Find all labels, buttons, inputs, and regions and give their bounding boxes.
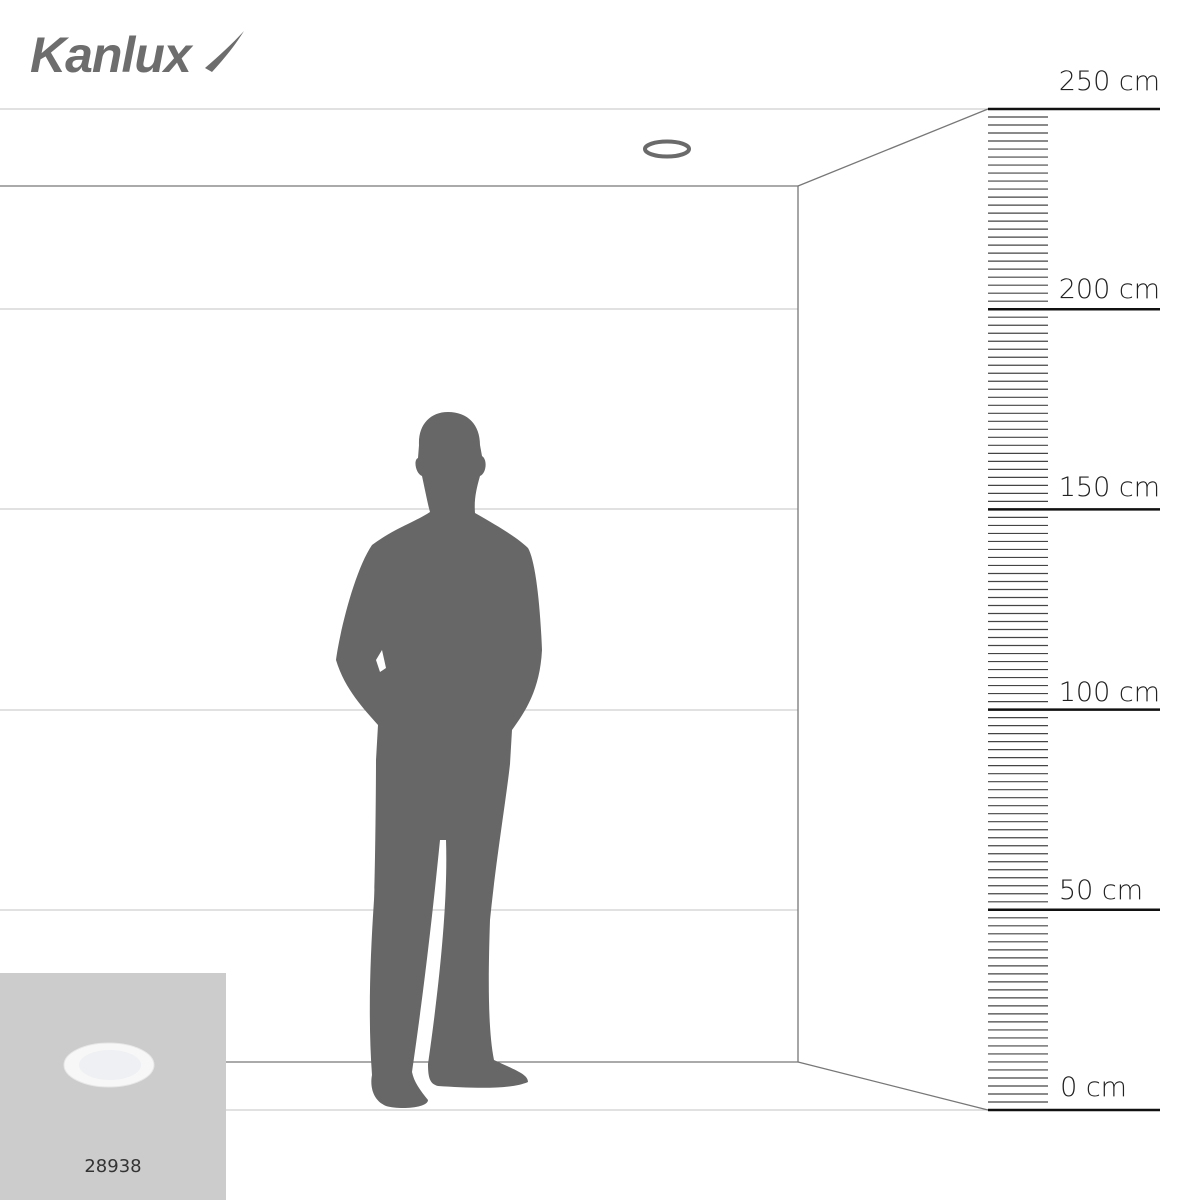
height-ruler (988, 107, 1160, 1112)
product-panel (0, 973, 226, 1200)
scale-label-200: 200 cm (1058, 274, 1160, 305)
scale-label-0: 0 cm (1060, 1072, 1127, 1103)
kanlux-logo: Kanlux (30, 27, 192, 83)
person-silhouette-icon (336, 412, 542, 1108)
scale-label-100: 100 cm (1058, 677, 1160, 708)
scale-label-250: 250 cm (1058, 66, 1160, 97)
product-downlight-icon (63, 1042, 155, 1088)
room-edges (0, 108, 989, 1111)
scale-label-50: 50 cm (1058, 875, 1143, 906)
product-code: 28938 (84, 1156, 142, 1177)
ceiling-lamp-icon (643, 139, 691, 159)
scale-label-150: 150 cm (1058, 472, 1160, 503)
